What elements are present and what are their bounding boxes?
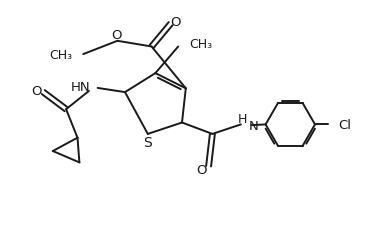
Text: O: O bbox=[196, 164, 207, 177]
Text: Cl: Cl bbox=[338, 118, 351, 131]
Text: O: O bbox=[170, 16, 180, 29]
Text: S: S bbox=[142, 136, 151, 150]
Text: O: O bbox=[111, 29, 121, 42]
Text: O: O bbox=[31, 84, 42, 97]
Text: H: H bbox=[238, 113, 247, 126]
Text: N: N bbox=[249, 119, 258, 132]
Text: CH₃: CH₃ bbox=[189, 38, 212, 51]
Text: HN: HN bbox=[71, 81, 91, 94]
Text: CH₃: CH₃ bbox=[49, 48, 72, 61]
